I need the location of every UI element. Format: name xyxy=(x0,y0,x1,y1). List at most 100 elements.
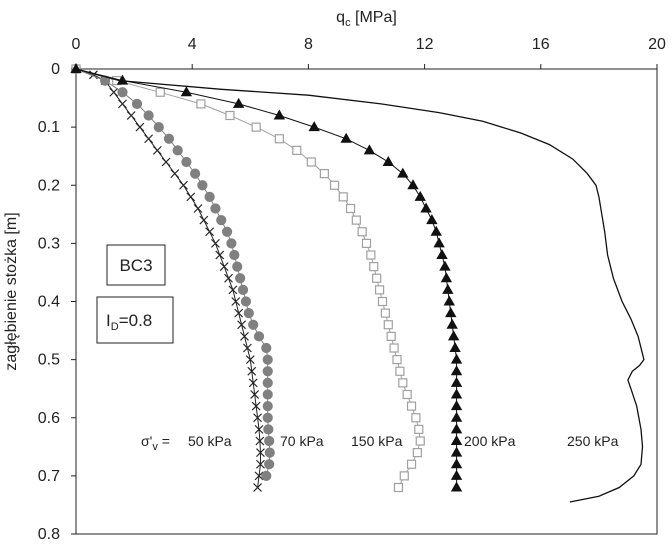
y-tick-label: 0.7 xyxy=(38,468,60,485)
data-point xyxy=(357,227,367,237)
x-tick-label: 0 xyxy=(72,36,81,53)
data-point xyxy=(143,110,154,121)
data-point xyxy=(253,483,262,492)
x-axis-title-sub: c xyxy=(345,17,351,29)
data-point xyxy=(228,285,238,295)
data-point xyxy=(240,296,252,307)
data-point xyxy=(450,446,463,457)
data-point xyxy=(190,168,201,179)
data-point xyxy=(250,390,260,399)
data-point xyxy=(397,167,409,178)
data-point xyxy=(248,378,258,388)
data-point xyxy=(256,448,265,458)
data-point xyxy=(118,99,127,109)
data-point xyxy=(450,365,463,376)
data-point xyxy=(253,413,262,423)
data-point xyxy=(261,342,272,354)
data-point xyxy=(363,144,376,155)
data-point xyxy=(450,481,463,492)
data-point xyxy=(450,469,463,480)
data-point xyxy=(450,458,463,469)
data-point xyxy=(153,122,164,133)
data-point xyxy=(126,111,136,120)
series-250-kpa xyxy=(75,68,645,503)
y-tick-label: 0 xyxy=(51,61,60,78)
data-point xyxy=(274,134,284,144)
density-label: ID=0.8 xyxy=(106,311,152,333)
data-point xyxy=(155,87,165,97)
data-point xyxy=(144,134,154,144)
data-point xyxy=(319,169,329,179)
series-200-kpa xyxy=(70,62,463,492)
data-point xyxy=(264,435,275,447)
data-point xyxy=(161,157,171,167)
data-point xyxy=(221,226,233,237)
data-point xyxy=(308,121,320,132)
data-point xyxy=(135,122,145,132)
data-point xyxy=(232,261,243,272)
data-point xyxy=(439,260,451,271)
series-label-150: 150 kPa xyxy=(351,433,403,449)
data-point xyxy=(374,285,385,295)
x-axis-title-main: q xyxy=(336,9,345,26)
data-point xyxy=(366,250,376,260)
y-tick-label: 0.1 xyxy=(38,119,60,136)
data-point xyxy=(251,122,261,132)
data-point xyxy=(215,250,225,260)
data-point xyxy=(433,237,445,248)
series-label-70: 70 kPa xyxy=(280,433,324,449)
x-tick-label: 16 xyxy=(532,36,550,53)
data-point xyxy=(450,434,463,445)
x-tick-label: 12 xyxy=(416,36,434,53)
data-point xyxy=(383,320,393,330)
data-point xyxy=(231,297,241,306)
data-point xyxy=(234,308,244,318)
data-point xyxy=(251,401,261,411)
data-point xyxy=(232,97,245,108)
data-point xyxy=(180,86,193,97)
y-tick-label: 0.3 xyxy=(38,235,60,252)
data-point xyxy=(131,98,143,109)
data-point xyxy=(205,227,215,237)
data-point xyxy=(262,366,273,377)
data-point xyxy=(229,249,240,261)
data-point xyxy=(193,204,203,213)
data-point xyxy=(338,192,348,202)
data-point xyxy=(225,110,235,121)
data-point xyxy=(172,145,183,156)
data-point xyxy=(398,378,408,388)
data-point xyxy=(414,424,424,434)
data-point xyxy=(450,400,463,411)
density-value: =0.8 xyxy=(119,311,153,330)
data-point xyxy=(306,157,316,167)
data-point xyxy=(109,87,119,97)
data-point xyxy=(117,87,128,98)
data-point xyxy=(415,436,425,446)
data-point xyxy=(449,341,461,352)
data-point xyxy=(262,389,273,400)
stress-eq: = xyxy=(158,433,170,449)
x-axis-title: qc [MPa] xyxy=(336,9,397,29)
data-point xyxy=(235,273,246,284)
data-point xyxy=(420,202,432,213)
data-point xyxy=(329,180,340,190)
data-point xyxy=(442,283,454,294)
data-point xyxy=(450,376,463,387)
series-label-200: 200 kPa xyxy=(464,433,516,449)
data-point xyxy=(412,448,422,458)
series-label-250: 250 kPa xyxy=(567,433,619,449)
data-point xyxy=(179,180,188,190)
data-point xyxy=(386,331,396,341)
data-point xyxy=(255,436,265,446)
x-tick-label: 8 xyxy=(304,36,313,53)
y-tick-label: 0.6 xyxy=(38,410,60,427)
data-point xyxy=(199,215,209,225)
stress-main: σ' xyxy=(141,433,152,449)
data-point xyxy=(389,343,399,353)
data-point xyxy=(292,145,302,155)
data-point xyxy=(263,424,274,435)
data-point xyxy=(399,471,409,481)
data-point xyxy=(254,424,264,434)
data-point xyxy=(414,190,426,201)
